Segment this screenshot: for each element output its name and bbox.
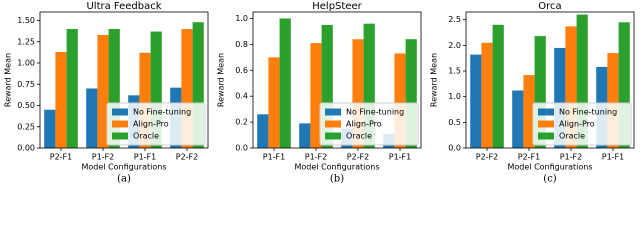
bar [554,47,566,148]
bar [310,43,322,149]
y-tick-label: 1.0 [235,14,248,23]
plot-frame [252,11,422,149]
x-tick-label: P2-F1 [50,153,73,162]
y-tick-label: 0.0 [448,144,461,153]
x-tick-label: P2-F2 [176,153,199,162]
bar [394,53,406,149]
bar [512,90,524,148]
bar [534,36,546,148]
figure: Ultra Feedback Reward Mean Model Configura… [4,1,635,185]
y-axis-label: Reward Mean [430,53,439,107]
bar [192,22,204,149]
legend-label: Oracle [133,132,159,141]
x-tick-label: P1-F1 [389,153,412,162]
y-tick-label: 1.00 [17,59,35,68]
y-tick-label: 0.25 [17,122,35,131]
legend-label: No Fine-tuning [346,108,404,117]
bar [321,24,333,149]
bar [268,57,280,149]
chart-title: Orca [538,1,561,12]
caption: (c) [543,174,557,185]
x-axis-label: Model Configurations [82,163,167,172]
plot-frame [39,11,209,149]
x-tick-label: P1-F2 [92,153,115,162]
legend-label: Align-Pro [133,120,169,129]
y-tick-label: 0.4 [235,92,248,101]
x-tick-label: P1-F1 [602,153,625,162]
y-tick-label: 1.50 [17,16,35,25]
y-tick-label: 0.2 [235,118,248,127]
y-tick-label: 0.75 [17,80,35,89]
y-axis-label: Reward Mean [4,53,13,107]
x-tick-label: P1-F1 [263,153,286,162]
caption: (b) [330,174,344,185]
legend-label: Align-Pro [559,120,595,129]
legend-label: Align-Pro [346,120,382,129]
bar [363,23,375,148]
y-tick-label: 0.00 [17,144,35,153]
legend-swatch [538,120,554,128]
legend-swatch [325,132,341,140]
x-tick-label: P1-F2 [305,153,328,162]
bar [108,29,120,148]
y-axis-label: Reward Mean [217,53,226,107]
bar [150,31,162,148]
legend-swatch [112,132,128,140]
bar [86,88,98,148]
bar [352,39,364,149]
bar [492,24,504,149]
legend-swatch [538,108,554,116]
legend-swatch [325,108,341,116]
x-tick-label: P2-F2 [347,153,370,162]
y-tick-label: 0.8 [235,40,248,49]
y-tick-label: 1.0 [448,92,461,101]
legend-box [106,102,206,146]
legend-swatch [538,132,554,140]
y-tick-label: 2.5 [448,15,461,24]
y-tick-label: 1.5 [448,67,461,76]
x-tick-label: P1-F2 [560,153,583,162]
y-tick-label: 0.5 [448,118,461,127]
bar [576,14,588,148]
legend-label: Oracle [559,132,585,141]
x-axis-label: Model Configurations [295,163,380,172]
y-tick-label: 2.0 [448,41,461,50]
legend-label: No Fine-tuning [559,108,617,117]
bar [405,39,417,149]
y-tick-label: 0.50 [17,101,35,110]
bar [279,18,291,148]
chart-title: HelpSteer [312,1,362,12]
legend-box [532,102,632,146]
y-tick-label: 1.25 [17,37,35,46]
bar [257,114,269,148]
x-tick-label: P2-F1 [518,153,541,162]
x-axis-label: Model Configurations [508,163,593,172]
legend-swatch [325,120,341,128]
legend-label: Oracle [346,132,372,141]
bar [470,54,482,149]
bar [565,26,577,148]
bar [481,42,493,149]
bar [181,29,193,148]
plot-frame [465,11,635,149]
bar [66,29,78,148]
x-tick-label: P2-F2 [476,153,499,162]
bar [299,123,311,148]
bar [607,53,619,148]
bar [139,52,151,148]
chart-title: Ultra Feedback [86,1,161,12]
x-tick-label: P1-F1 [134,153,157,162]
y-tick-label: 0.0 [235,144,248,153]
y-tick-label: 0.6 [235,66,248,75]
bar [618,22,630,148]
legend-swatch [112,108,128,116]
caption: (a) [117,174,131,185]
bar [55,51,67,149]
bar [44,109,56,148]
legend-label: No Fine-tuning [133,108,191,117]
bar [523,75,535,148]
bar [97,34,109,149]
legend-swatch [112,120,128,128]
legend-box [319,102,419,146]
